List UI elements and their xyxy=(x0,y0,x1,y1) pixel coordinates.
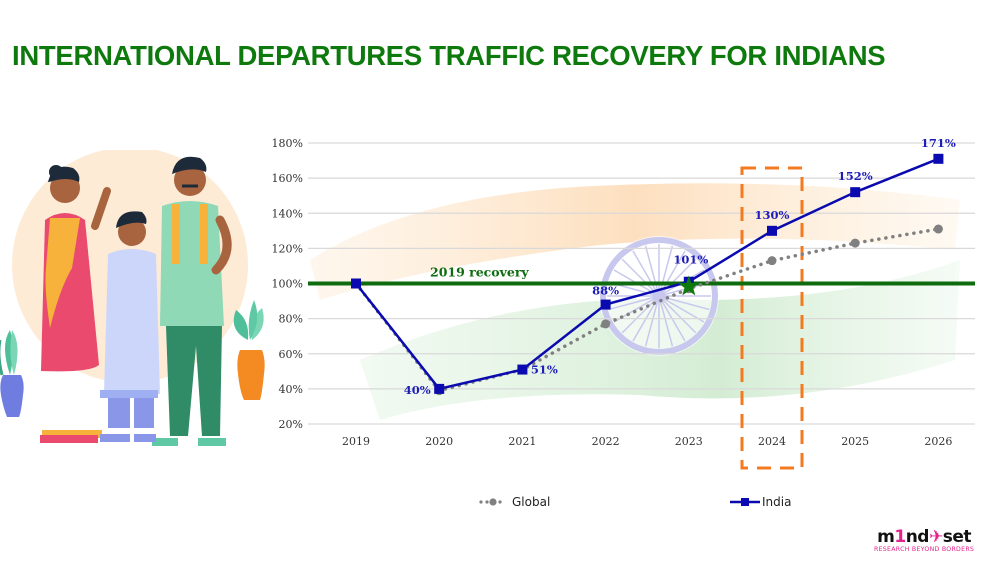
data-label-india: 171% xyxy=(921,136,956,150)
chakra-spoke xyxy=(632,250,660,297)
chakra-spoke xyxy=(658,295,697,334)
x-tick-label: 2023 xyxy=(675,435,703,448)
series-line-india xyxy=(355,157,939,391)
chakra-spoke xyxy=(621,258,660,297)
family-illustration xyxy=(0,150,265,446)
series-line-global xyxy=(354,227,941,393)
x-tick-label: 2024 xyxy=(758,435,786,448)
airplane-icon: ✈ xyxy=(928,527,943,547)
data-point-india xyxy=(600,299,611,310)
data-point-india xyxy=(933,153,944,164)
chakra-spoke xyxy=(644,295,660,347)
data-point-india xyxy=(517,364,528,375)
chakra-spoke xyxy=(658,258,697,297)
y-tick-label: 20% xyxy=(279,418,303,431)
father-figure xyxy=(152,156,232,446)
logo-text-m: m xyxy=(877,527,895,547)
legend-label-india: India xyxy=(762,495,792,509)
data-point-india xyxy=(351,278,361,289)
plant-right-icon xyxy=(233,300,265,400)
legend-label-global: Global xyxy=(512,495,551,509)
y-tick-label: 80% xyxy=(279,313,303,326)
data-point-global xyxy=(850,238,860,248)
data-label-india: 51% xyxy=(531,363,558,377)
y-tick-label: 160% xyxy=(272,172,303,185)
data-point-india xyxy=(767,225,777,236)
x-tick-label: 2022 xyxy=(592,435,620,448)
legend-item-global: Global xyxy=(478,495,550,509)
y-tick-label: 100% xyxy=(272,278,303,291)
y-tick-label: 180% xyxy=(272,137,303,150)
son-figure xyxy=(100,211,160,442)
x-tick-label: 2020 xyxy=(425,435,453,448)
plant-left-icon xyxy=(0,330,24,417)
chakra-spoke xyxy=(621,295,660,334)
logo-text-set: set xyxy=(942,527,972,547)
data-point-india xyxy=(850,187,861,198)
y-tick-label: 60% xyxy=(279,348,303,361)
y-tick-label: 40% xyxy=(279,383,303,396)
page-title: INTERNATIONAL DEPARTURES TRAFFIC RECOVER… xyxy=(12,40,886,71)
reference-line-label: 2019 recovery xyxy=(430,265,529,280)
x-tick-label: 2026 xyxy=(924,435,952,448)
x-tick-label: 2019 xyxy=(342,435,370,448)
legend-dotted-line-icon xyxy=(479,498,502,506)
data-label-india: 88% xyxy=(592,284,619,298)
data-point-india xyxy=(434,383,445,394)
legend-item-india: India xyxy=(730,495,791,509)
y-tick-label: 140% xyxy=(272,207,303,220)
mother-figure xyxy=(40,165,111,443)
legend-solid-line-icon xyxy=(730,498,760,506)
x-tick-label: 2021 xyxy=(508,435,536,448)
chakra-spoke xyxy=(658,245,674,297)
data-label-india: 40% xyxy=(404,383,431,397)
x-tick-label: 2025 xyxy=(841,435,869,448)
data-point-global xyxy=(767,256,777,266)
data-label-india: 130% xyxy=(755,208,790,222)
chakra-spoke xyxy=(644,245,660,297)
chakra-spoke xyxy=(608,295,660,311)
chakra-spoke xyxy=(658,295,705,323)
logo-tagline: RESEARCH BEYOND BORDERS xyxy=(874,546,975,553)
data-label-india: 152% xyxy=(838,169,873,183)
flag-background xyxy=(310,183,960,420)
data-point-global xyxy=(933,224,943,234)
highlight-box-2024 xyxy=(740,166,804,470)
data-point-global xyxy=(601,319,611,329)
star-icon xyxy=(678,275,700,296)
logo-text-1: 1 xyxy=(894,527,906,547)
chakra-spoke xyxy=(658,295,674,347)
y-tick-label: 120% xyxy=(272,242,303,255)
mindset-logo: m1nd✈set RESEARCH BEYOND BORDERS xyxy=(874,529,975,554)
data-label-india: 101% xyxy=(673,253,708,267)
logo-text-nd: nd xyxy=(905,527,930,547)
logo-wordmark: m1nd✈set xyxy=(874,529,974,546)
